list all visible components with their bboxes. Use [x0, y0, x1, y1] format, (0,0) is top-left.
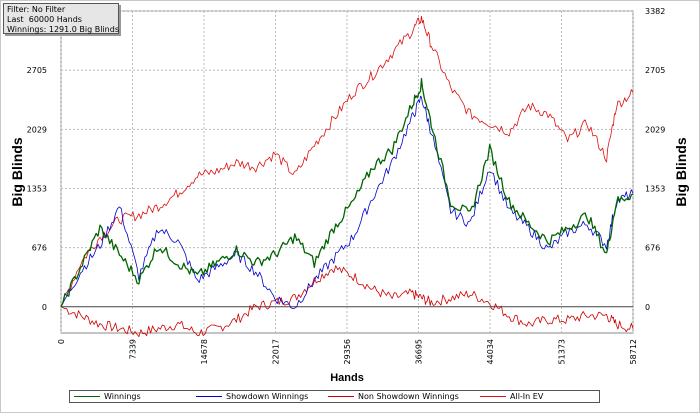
- series-line-all-in-ev: [60, 15, 634, 307]
- legend-swatch: [480, 396, 506, 397]
- y-axis-label-right: Big Blinds: [673, 137, 689, 206]
- x-axis-label: Hands: [330, 372, 364, 384]
- y-tick-label-right: 1353: [645, 184, 665, 193]
- x-tick-labels: 0 7339 14678 22017 29356 36695 44034 51373 58712: [57, 339, 638, 364]
- winnings-text: Winnings: 1291.0 Big Blinds: [7, 25, 119, 34]
- series-line-winnings: [60, 78, 634, 308]
- y-tick-label-right: 3382: [645, 7, 665, 16]
- legend-item: Non Showdown Winnings: [324, 391, 476, 402]
- y-tick-label-right: 2029: [645, 125, 665, 134]
- y-tick-label: 2705: [27, 66, 47, 75]
- legend-swatch: [196, 396, 222, 397]
- x-tick-label: 7339: [129, 339, 138, 359]
- x-tick-label: 22017: [272, 339, 281, 364]
- x-tick-label: 36695: [415, 339, 424, 364]
- legend-label: Non Showdown Winnings: [358, 392, 459, 401]
- legend-swatch: [328, 396, 354, 397]
- legend-swatch: [74, 396, 100, 397]
- y-tick-label-right: 2705: [645, 66, 665, 75]
- legend-label: Showdown Winnings: [226, 392, 309, 401]
- series-line-non-showdown-winnings: [60, 265, 634, 338]
- series-line-showdown-winnings: [60, 95, 634, 310]
- y-tick-label: 676: [32, 244, 47, 253]
- x-tick-label: 58712: [629, 339, 638, 364]
- y-axis-label-left: Big Blinds: [9, 137, 25, 206]
- legend-item: All-In EV: [476, 391, 601, 402]
- legend-item: Winnings: [70, 391, 192, 402]
- y-tick-labels-right: 0 676 1353 2029 2705 3382: [645, 7, 665, 312]
- filter-info-box: Filter: No Filter Last 60000 Hands Winni…: [3, 3, 119, 34]
- y-tick-label-right: 0: [645, 303, 650, 312]
- y-tick-label: 2029: [27, 125, 47, 134]
- legend-label: All-In EV: [510, 392, 544, 401]
- series-group: [60, 15, 634, 338]
- y-tick-label: 1353: [27, 184, 47, 193]
- x-tick-label: 14678: [200, 339, 209, 364]
- legend-label: Winnings: [104, 392, 141, 401]
- hands-count-text: Last 60000 Hands: [7, 15, 82, 24]
- legend-item: Showdown Winnings: [192, 391, 324, 402]
- legend: Winnings Showdown Winnings Non Showdown Wi…: [69, 390, 600, 403]
- x-tick-label: 51373: [558, 339, 567, 364]
- x-tick-label: 0: [57, 339, 66, 344]
- x-tick-label: 44034: [486, 339, 495, 364]
- filter-text: Filter: No Filter: [7, 5, 66, 14]
- y-tick-label-right: 676: [645, 244, 660, 253]
- x-tick-label: 29356: [343, 339, 352, 364]
- y-tick-label: 0: [42, 303, 47, 312]
